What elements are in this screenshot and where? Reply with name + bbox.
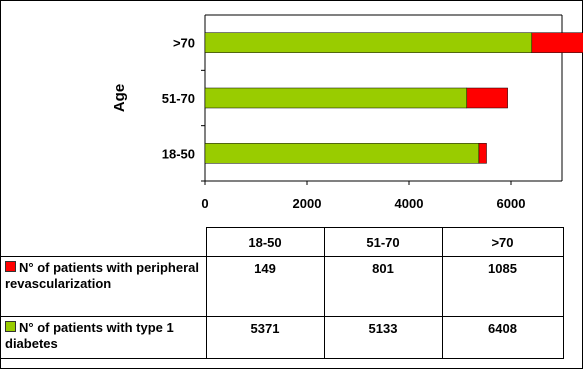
legend-label: N° of patients with peripheral revascula… [5,260,199,291]
x-tick-label: 0 [201,196,208,211]
table-header-cell: 51-70 [323,227,443,257]
bar-chart: 18-50 51-70 >70 0 2000 4000 6000 Age [111,14,583,211]
y-tick-label: 51-70 [162,91,195,106]
table-cell: 6408 [441,316,564,359]
table-cell: 801 [323,256,443,317]
legend-swatch-red [5,261,16,272]
table-row-diabetes: N° of patients with type 1 diabetes 5371… [0,316,564,359]
x-tick-label: 6000 [497,196,526,211]
x-tick-label: 4000 [395,196,424,211]
y-tick-label: 18-50 [162,146,195,161]
data-table: 18-50 51-70 >70 N° of patients with peri… [0,227,564,359]
table-cell: 149 [205,256,325,317]
bar-segment-revascularization [531,32,583,53]
legend-label: N° of patients with type 1 diabetes [5,320,174,351]
bar-segment-diabetes [204,143,480,164]
table-cell: 1085 [441,256,564,317]
y-tick-label: >70 [173,36,195,51]
bar-segment-revascularization [466,87,508,109]
table-row-revascularization: N° of patients with peripheral revascula… [0,256,564,317]
legend-entry-revascularization: N° of patients with peripheral revascula… [0,256,207,317]
table-header-cell: 18-50 [205,227,325,257]
table-cell: 5133 [323,316,443,359]
legend-swatch-green [5,321,16,332]
table-header-row: 18-50 51-70 >70 [1,227,564,257]
table-cell: 5371 [205,316,325,359]
legend-entry-diabetes: N° of patients with type 1 diabetes [0,316,207,359]
table-header-cell: >70 [441,227,564,257]
x-tick-label: 2000 [293,196,322,211]
y-axis-title: Age [111,84,128,112]
bar-segment-diabetes [204,32,533,53]
bar-segment-revascularization [478,143,487,164]
bar-segment-diabetes [204,87,468,109]
